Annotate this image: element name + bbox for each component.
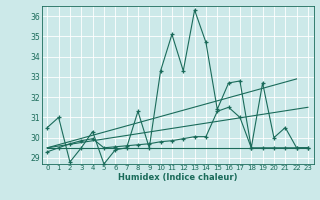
X-axis label: Humidex (Indice chaleur): Humidex (Indice chaleur) — [118, 173, 237, 182]
